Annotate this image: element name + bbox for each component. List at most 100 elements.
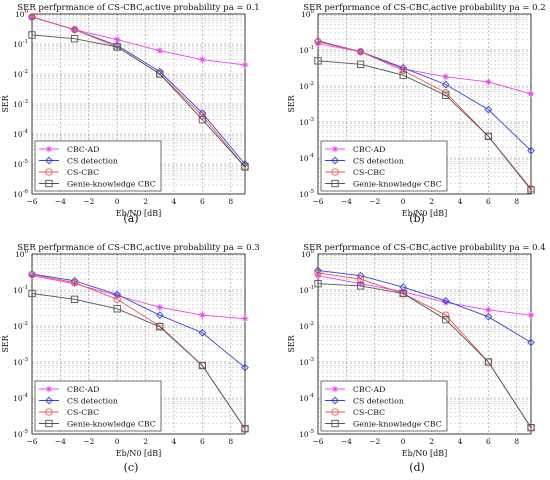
data-point-series-1 [114, 292, 121, 299]
axes-frame [31, 253, 246, 435]
y-tick-label: 10-5 [13, 159, 28, 169]
data-point-series-1 [241, 315, 249, 322]
data-point-series-1 [527, 90, 535, 98]
legend-entry: Genie-knowledge CBC [67, 180, 156, 189]
x-axis-label: Eb/N0 [dB] [116, 209, 162, 218]
x-tick-label: 0 [115, 197, 120, 206]
data-point-series-4 [442, 316, 450, 324]
legend-marker [45, 419, 53, 428]
y-tick-label: 10-2 [299, 81, 314, 91]
series-line-2 [31, 273, 246, 368]
y-tick-label: 100 [15, 249, 29, 259]
data-point-series-1 [199, 56, 206, 63]
x-tick-label: 4 [172, 437, 177, 446]
axes-frame [317, 13, 532, 195]
x-tick-label: −2 [83, 197, 94, 206]
y-tick-label: 10-1 [299, 45, 314, 55]
data-point-series-3 [70, 279, 79, 287]
data-point-series-1 [400, 288, 407, 295]
legend-entry: CBC-AD [353, 145, 385, 154]
y-tick-label: 10-1 [13, 39, 28, 49]
data-point-series-4 [527, 186, 535, 194]
legend-entry: CS-CBC [353, 168, 385, 177]
data-point-series-4 [198, 361, 207, 370]
data-point-series-1 [241, 61, 249, 69]
series-line-4 [31, 293, 246, 429]
x-tick-label: 8 [514, 197, 519, 206]
data-point-series-3 [314, 38, 322, 46]
series-line-1 [317, 275, 532, 316]
legend: CBC-AD CS detection CS-CBC Genie-knowledge … [320, 380, 448, 432]
legend: CBC-AD CS detection CS-CBC Genie-knowledge … [34, 140, 162, 192]
data-point-series-4 [113, 43, 121, 51]
data-point-series-4 [70, 35, 79, 43]
data-point-series-2 [198, 328, 207, 337]
x-tick-label: −2 [369, 197, 380, 206]
subfigure-tag: (d) [409, 461, 425, 474]
axes-frame [317, 253, 532, 435]
chart-panel-4: SER perfprmance of CS-CBC,active probabi… [287, 243, 546, 474]
chart-title: SER perfprmance of CS-CBC,active probabi… [17, 3, 259, 13]
x-tick-label: 6 [200, 437, 205, 446]
series-line-4 [317, 60, 532, 191]
legend-marker [331, 396, 339, 405]
x-tick-label: 0 [401, 437, 406, 446]
y-axis-label: SER [1, 94, 10, 112]
y-tick-label: 100 [301, 249, 315, 259]
x-tick-label: 2 [143, 197, 148, 206]
data-point-series-2 [527, 146, 535, 155]
data-point-series-4 [156, 70, 164, 78]
data-point-series-2 [527, 338, 535, 347]
data-point-series-2 [241, 160, 249, 168]
chart-title: SER perfprmance of CS-CBC,active probabi… [303, 243, 545, 253]
data-point-series-4 [70, 295, 79, 303]
legend-marker [45, 179, 53, 188]
data-point-series-4 [527, 424, 535, 432]
y-tick-label: 10-4 [13, 129, 28, 139]
data-point-series-1 [400, 65, 407, 73]
data-point-series-1 [442, 299, 449, 306]
data-point-series-2 [441, 297, 450, 305]
legend-marker [331, 408, 339, 416]
legend-entry: CS-CBC [67, 168, 99, 177]
x-tick-label: 2 [143, 437, 148, 446]
legend-marker [45, 408, 53, 416]
data-point-series-1 [199, 311, 206, 319]
data-point-series-2 [484, 312, 493, 321]
data-point-series-1 [527, 311, 535, 319]
x-tick-label: 8 [228, 437, 233, 446]
legend-entry: CBC-AD [67, 145, 99, 154]
data-point-series-3 [399, 66, 407, 75]
data-point-series-4 [314, 280, 322, 288]
data-point-series-1 [485, 306, 492, 314]
y-tick-label: 10-5 [299, 429, 314, 439]
chart-panel-1: SER perfprmance of CS-CBC,active probabi… [1, 3, 260, 225]
data-point-series-2 [241, 363, 249, 372]
legend-entry: Genie-knowledge CBC [67, 420, 156, 429]
data-point-series-4 [156, 323, 164, 331]
data-point-series-2 [484, 105, 493, 114]
legend-entry: CBC-AD [67, 385, 99, 394]
x-tick-label: −4 [55, 197, 66, 206]
legend-entry: CS detection [67, 157, 118, 166]
chart-title: SER perfprmance of CS-CBC,active probabi… [17, 243, 259, 253]
data-point-series-4 [356, 282, 365, 290]
x-tick-label: 2 [429, 197, 434, 206]
data-point-series-4 [399, 71, 407, 79]
y-tick-label: 100 [15, 9, 29, 19]
legend-marker [331, 179, 339, 188]
legend-marker [331, 385, 339, 393]
series-line-4 [317, 283, 532, 428]
axes-frame [31, 13, 246, 195]
data-point-series-4 [399, 289, 407, 298]
series-line-2 [317, 269, 532, 343]
data-point-series-1 [357, 280, 364, 287]
x-tick-label: −6 [26, 197, 37, 206]
data-point-series-3 [28, 13, 36, 21]
x-tick-label: 2 [429, 437, 434, 446]
data-point-series-2 [441, 80, 450, 89]
series-line-1 [31, 275, 246, 320]
data-point-series-4 [241, 425, 249, 433]
data-point-series-4 [484, 358, 493, 366]
